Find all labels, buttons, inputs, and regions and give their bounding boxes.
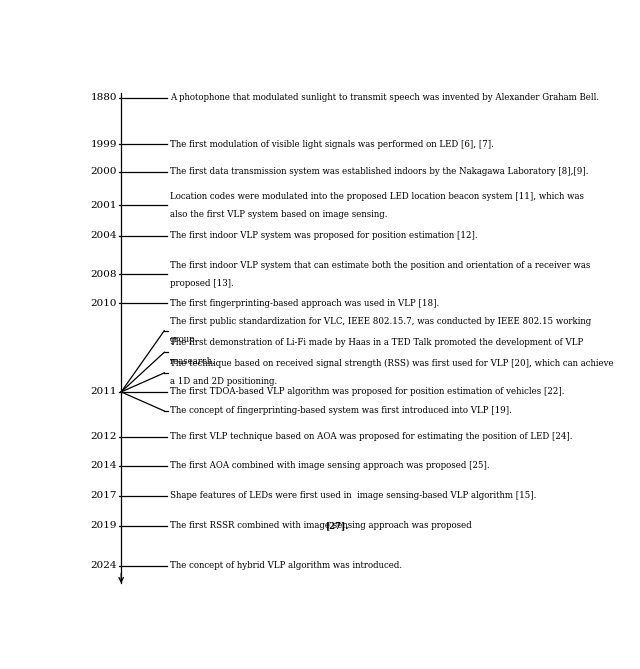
Text: group.: group. — [170, 335, 198, 344]
Text: 2019: 2019 — [91, 521, 117, 531]
Text: The first modulation of visible light signals was performed on LED [6], [7].: The first modulation of visible light si… — [170, 140, 493, 149]
Text: 2008: 2008 — [91, 270, 117, 279]
Text: 2017: 2017 — [91, 492, 117, 500]
Text: 2014: 2014 — [91, 461, 117, 470]
Text: 2011: 2011 — [91, 387, 117, 397]
Text: The first VLP technique based on AOA was proposed for estimating the position of: The first VLP technique based on AOA was… — [170, 432, 572, 442]
Text: A photophone that modulated sunlight to transmit speech was invented by Alexande: A photophone that modulated sunlight to … — [170, 93, 599, 102]
Text: The first RSSR combined with image sensing approach was proposed: The first RSSR combined with image sensi… — [170, 521, 474, 531]
Text: proposed [13].: proposed [13]. — [170, 279, 234, 288]
Text: also the first VLP system based on image sensing.: also the first VLP system based on image… — [170, 210, 387, 219]
Text: 2012: 2012 — [91, 432, 117, 442]
Text: The first demonstration of Li-Fi made by Haas in a TED Talk promoted the develop: The first demonstration of Li-Fi made by… — [170, 339, 583, 347]
Text: The first TDOA-based VLP algorithm was proposed for position estimation of vehic: The first TDOA-based VLP algorithm was p… — [170, 387, 564, 397]
Text: reasearch.: reasearch. — [170, 357, 216, 366]
Text: Shape features of LEDs were first used in  image sensing-based VLP algorithm [15: Shape features of LEDs were first used i… — [170, 492, 536, 500]
Text: 1999: 1999 — [91, 140, 117, 149]
Text: The concept of fingerprinting-based system was first introduced into VLP [19].: The concept of fingerprinting-based syst… — [170, 407, 511, 415]
Text: The first indoor VLP system was proposed for position estimation [12].: The first indoor VLP system was proposed… — [170, 231, 477, 240]
Text: Location codes were modulated into the proposed LED location beacon system [11],: Location codes were modulated into the p… — [170, 191, 584, 201]
Text: The first indoor VLP system that can estimate both the position and orientation : The first indoor VLP system that can est… — [170, 260, 590, 270]
Text: 2000: 2000 — [91, 167, 117, 177]
Text: [27].: [27]. — [326, 521, 349, 531]
Text: The first AOA combined with image sensing approach was proposed [25].: The first AOA combined with image sensin… — [170, 461, 490, 470]
Text: 2010: 2010 — [91, 299, 117, 308]
Text: 2001: 2001 — [91, 201, 117, 210]
Text: 1880: 1880 — [91, 93, 117, 102]
Text: 2004: 2004 — [91, 231, 117, 240]
Text: The technique based on received signal strength (RSS) was first used for VLP [20: The technique based on received signal s… — [170, 359, 613, 368]
Text: The concept of hybrid VLP algorithm was introduced.: The concept of hybrid VLP algorithm was … — [170, 561, 402, 570]
Text: The first data transmission system was established indoors by the Nakagawa Labor: The first data transmission system was e… — [170, 167, 588, 177]
Text: The first fingerprinting-based approach was used in VLP [18].: The first fingerprinting-based approach … — [170, 299, 439, 308]
Text: The first public standardization for VLC, IEEE 802.15.7, was conducted by IEEE 8: The first public standardization for VLC… — [170, 316, 591, 326]
Text: a 1D and 2D positioning.: a 1D and 2D positioning. — [170, 377, 277, 387]
Text: 2024: 2024 — [91, 561, 117, 570]
